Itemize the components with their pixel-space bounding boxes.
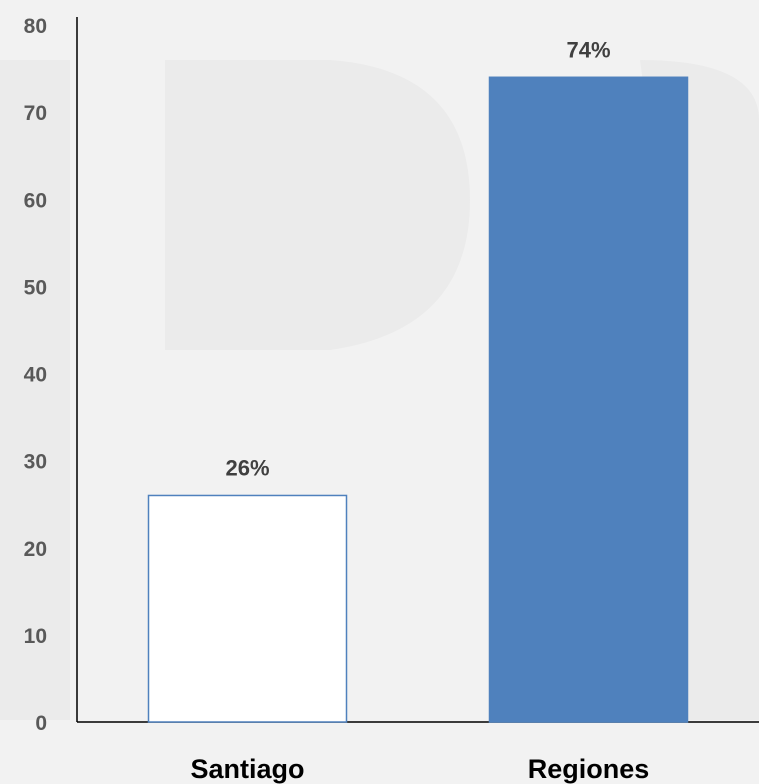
- bars: [147, 76, 689, 723]
- data-label-santiago: 26%: [225, 455, 269, 480]
- y-tick-label: 60: [24, 189, 47, 212]
- y-tick-label: 0: [35, 712, 47, 735]
- data-label-regiones: 74%: [566, 37, 610, 62]
- y-tick-label: 80: [24, 15, 47, 38]
- bar-regiones: [488, 76, 689, 723]
- y-tick-label: 50: [24, 276, 47, 299]
- y-tick-label: 10: [24, 625, 47, 648]
- y-axis-ticks: 0 10 20 30 40 50 60 70 80: [24, 15, 47, 735]
- x-tick-label-regiones: Regiones: [528, 754, 650, 784]
- bar-santiago: [147, 494, 348, 723]
- y-tick-label: 30: [24, 451, 47, 474]
- data-labels: 26% 74%: [225, 37, 610, 480]
- x-tick-label-santiago: Santiago: [190, 754, 304, 784]
- category-labels: Santiago Regiones: [190, 754, 649, 784]
- y-tick-label: 20: [24, 538, 47, 561]
- y-tick-label: 40: [24, 364, 47, 387]
- y-tick-label: 70: [24, 102, 47, 125]
